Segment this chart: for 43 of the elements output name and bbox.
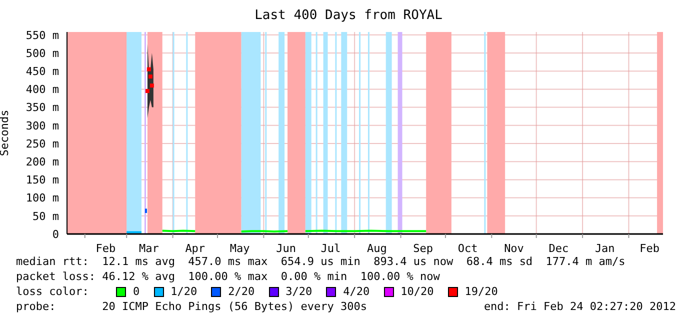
y-tick-label: 150 m xyxy=(26,174,60,187)
point xyxy=(146,67,151,72)
point xyxy=(150,84,154,88)
y-tick-label: 200 m xyxy=(26,156,60,169)
legend-label: 19/20 xyxy=(464,284,498,299)
chart-title: Last 400 Days from ROYAL xyxy=(254,8,444,23)
y-tick-label: 300 m xyxy=(26,119,60,132)
legend-label: 10/20 xyxy=(400,284,434,299)
x-tick-label: Jun xyxy=(276,242,296,255)
legend-label: 0 xyxy=(133,284,140,299)
legend-title: loss color: xyxy=(16,284,90,299)
point xyxy=(148,74,152,79)
y-tick-label: 0 xyxy=(52,228,59,241)
legend-label: 3/20 xyxy=(286,284,312,299)
x-tick-label: Nov xyxy=(504,242,524,255)
y-tick-label: 50 m xyxy=(32,210,60,223)
y-tick-label: 400 m xyxy=(26,83,60,96)
x-tick-label: Feb xyxy=(640,242,660,255)
x-tick-label: Sep xyxy=(413,242,434,255)
y-tick-label: 100 m xyxy=(26,192,60,205)
y-tick-label: 500 m xyxy=(26,46,60,60)
y-tick-label: 250 m xyxy=(26,137,60,150)
x-tick-label: Jan xyxy=(594,242,615,255)
y-axis-title: Seconds xyxy=(0,110,11,156)
x-tick-label: Mar xyxy=(139,242,160,255)
x-tick-label: Feb xyxy=(96,242,116,255)
x-tick-label: May xyxy=(230,242,250,255)
text: median rtt: 12.1 ms avg 457.0 ms max 654.9 us min 893.4 us now 68.4 ms sd 177.4 m am/s xyxy=(16,254,626,269)
legend-label: 4/20 xyxy=(343,284,370,299)
text: packet loss: 46.12 % avg 100.00 % max 0.00 % min 100.00 % now xyxy=(16,269,441,284)
x-tick-label: Oct xyxy=(458,242,478,255)
x-tick-label: Apr xyxy=(185,242,206,255)
text: probe: 20 ICMP Echo Pings (56 Bytes) every 300s xyxy=(16,299,367,314)
legend-label: 1/20 xyxy=(170,284,198,299)
y-tick-label: 550 m xyxy=(26,28,60,42)
text: end: Fri Feb 24 02:27:20 2012 xyxy=(484,299,676,314)
legend-label: 2/20 xyxy=(228,284,255,299)
x-tick-label: Dec xyxy=(548,242,569,255)
point xyxy=(145,89,150,94)
x-tick-label: Aug xyxy=(366,242,387,255)
x-tick-label: Jul xyxy=(320,242,341,255)
y-tick-label: 350 m xyxy=(26,101,60,114)
y-tick-label: 450 m xyxy=(26,65,60,78)
